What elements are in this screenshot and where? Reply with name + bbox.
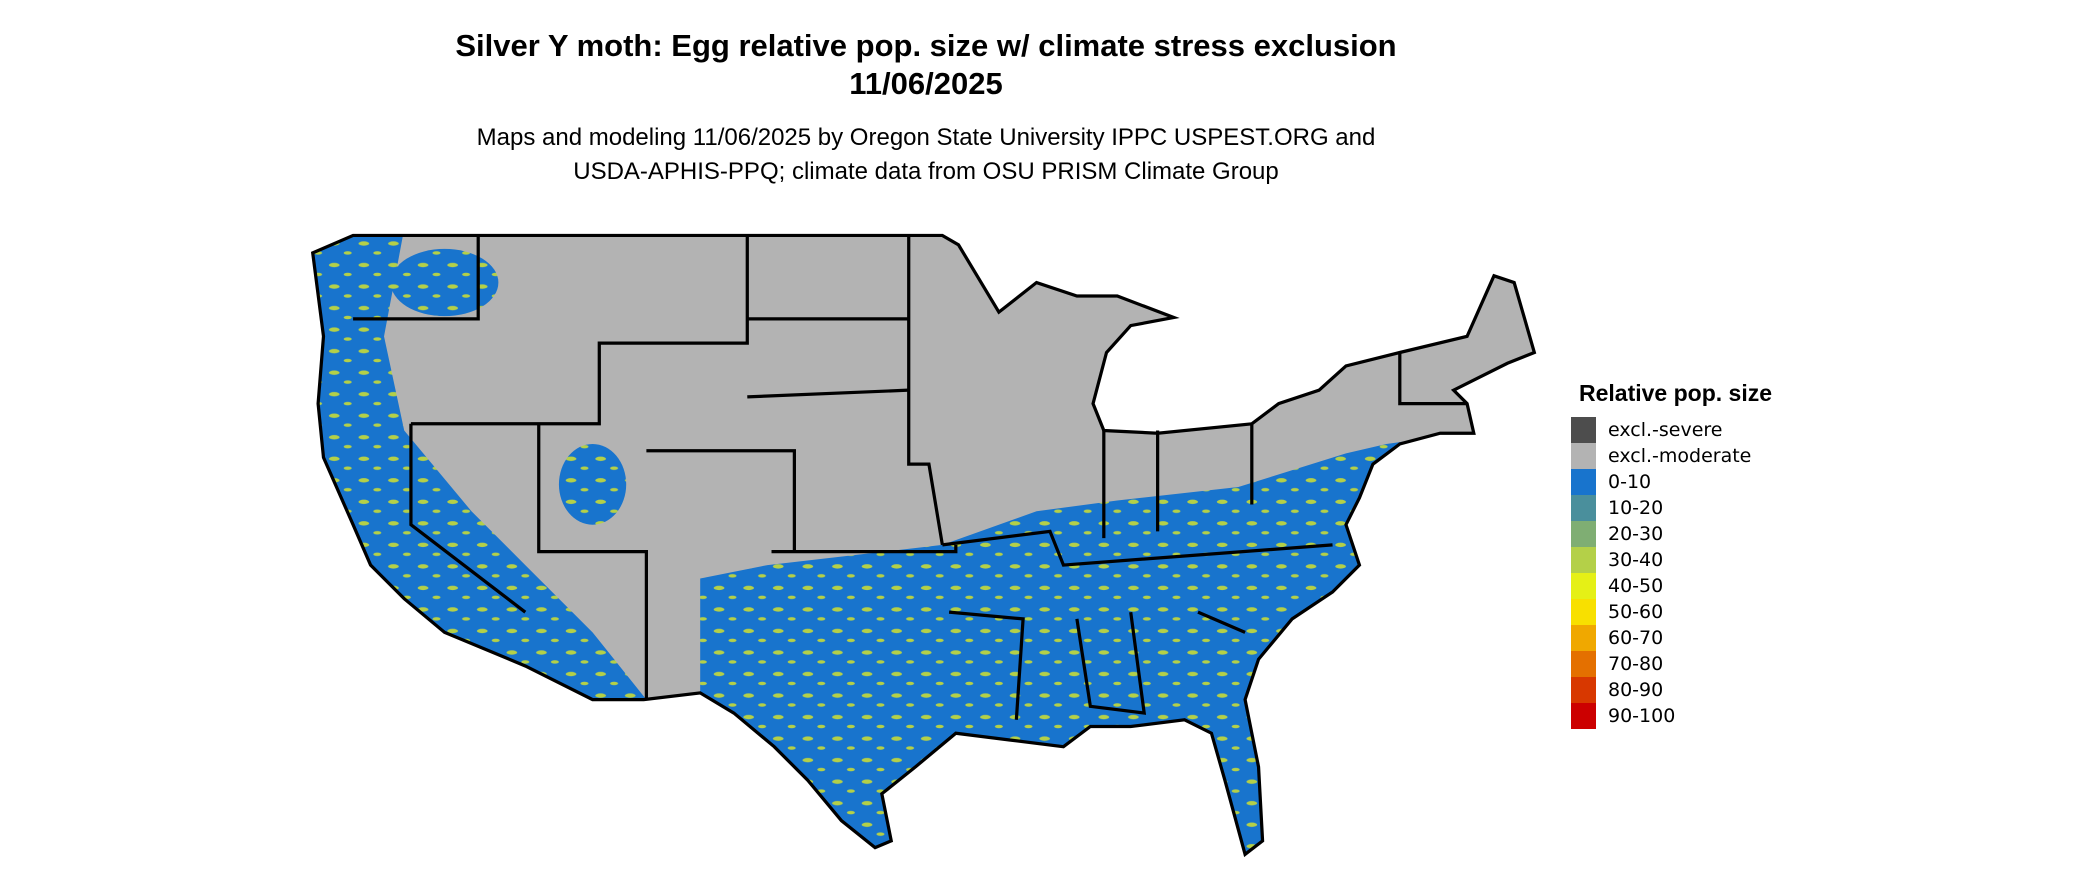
legend-label: 60-70 (1608, 627, 1664, 649)
legend-swatch (1571, 651, 1596, 677)
legend-item: 0-10 (1571, 469, 1772, 495)
legend-swatch (1571, 495, 1596, 521)
legend-item: 10-20 (1571, 495, 1772, 521)
legend-item: 20-30 (1571, 521, 1772, 547)
legend-title: Relative pop. size (1579, 380, 1773, 406)
legend-item: 70-80 (1571, 651, 1772, 677)
legend-item: 30-40 (1571, 547, 1772, 573)
legend-swatch (1571, 469, 1596, 495)
legend-label: 70-80 (1608, 653, 1664, 675)
legend-label: excl.-moderate (1608, 445, 1752, 467)
legend-swatch (1571, 599, 1596, 625)
interior-suitable-patch (558, 443, 627, 525)
legend-label: 30-40 (1608, 549, 1664, 571)
legend-swatch (1571, 677, 1596, 703)
legend-label: 20-30 (1608, 523, 1664, 545)
legend-item: 60-70 (1571, 625, 1772, 651)
legend-swatch (1571, 417, 1596, 443)
legend-item: 50-60 (1571, 599, 1772, 625)
northwest-suitable-patch (390, 248, 499, 317)
legend-label: 0-10 (1608, 471, 1652, 493)
legend-item: 90-100 (1571, 703, 1772, 729)
legend-label: 80-90 (1608, 679, 1664, 701)
legend-swatch (1571, 521, 1596, 547)
legend-label: 50-60 (1608, 601, 1664, 623)
legend-swatch (1571, 443, 1596, 469)
legend-item: 40-50 (1571, 573, 1772, 599)
legend-label: 10-20 (1608, 497, 1664, 519)
map-date: 11/06/2025 (849, 66, 1003, 101)
legend: Relative pop. size excl.-severe excl.-mod… (1571, 380, 1772, 729)
legend-swatch (1571, 573, 1596, 599)
legend-label: 40-50 (1608, 575, 1664, 597)
legend-label: 90-100 (1608, 705, 1676, 727)
map-subtitle-line2: USDA-APHIS-PPQ; climate data from OSU PR… (573, 158, 1279, 185)
legend-swatch (1571, 547, 1596, 573)
legend-label: excl.-severe (1608, 419, 1723, 441)
legend-item: excl.-moderate (1571, 443, 1772, 469)
legend-item: excl.-severe (1571, 417, 1772, 443)
state-boundaries (311, 233, 1536, 856)
legend-swatch (1571, 625, 1596, 651)
legend-item: 80-90 (1571, 677, 1772, 703)
map-subtitle-line1: Maps and modeling 11/06/2025 by Oregon S… (476, 124, 1376, 151)
map-title: Silver Y moth: Egg relative pop. size w/… (455, 28, 1397, 63)
legend-swatch (1571, 703, 1596, 729)
